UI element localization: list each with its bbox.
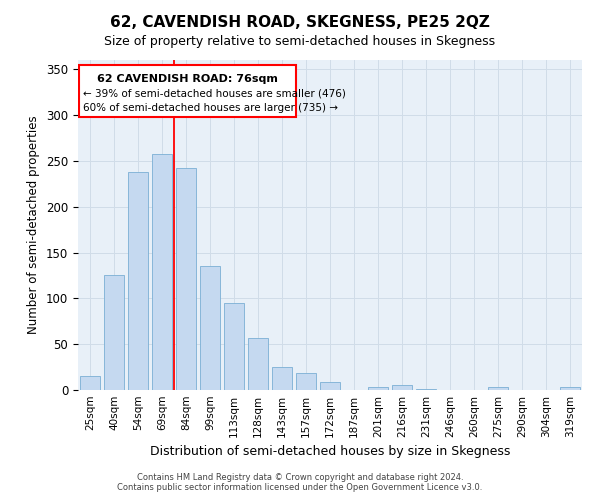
Bar (248, 338, 268, 390)
Bar (104, 276, 124, 390)
Bar (416, 389, 436, 390)
Bar (128, 172, 148, 390)
Bar (296, 372, 316, 390)
X-axis label: Distribution of semi-detached houses by size in Skegness: Distribution of semi-detached houses by … (150, 446, 510, 458)
Bar (272, 367, 292, 390)
Bar (224, 303, 244, 390)
Text: 62, CAVENDISH ROAD, SKEGNESS, PE25 2QZ: 62, CAVENDISH ROAD, SKEGNESS, PE25 2QZ (110, 15, 490, 30)
Bar (488, 387, 508, 390)
Bar (368, 387, 388, 390)
FancyBboxPatch shape (79, 64, 296, 117)
Text: Contains HM Land Registry data © Crown copyright and database right 2024.
Contai: Contains HM Land Registry data © Crown c… (118, 473, 482, 492)
Y-axis label: Number of semi-detached properties: Number of semi-detached properties (28, 116, 40, 334)
Text: 60% of semi-detached houses are larger (735) →: 60% of semi-detached houses are larger (… (83, 103, 338, 113)
Bar (200, 266, 220, 390)
Bar (176, 168, 196, 390)
Bar (320, 382, 340, 390)
Bar (80, 376, 100, 390)
Text: Size of property relative to semi-detached houses in Skegness: Size of property relative to semi-detach… (104, 35, 496, 48)
Bar (152, 154, 172, 390)
Bar (392, 386, 412, 390)
Bar (560, 387, 580, 390)
Text: 62 CAVENDISH ROAD: 76sqm: 62 CAVENDISH ROAD: 76sqm (97, 74, 278, 84)
Text: ← 39% of semi-detached houses are smaller (476): ← 39% of semi-detached houses are smalle… (83, 88, 346, 99)
